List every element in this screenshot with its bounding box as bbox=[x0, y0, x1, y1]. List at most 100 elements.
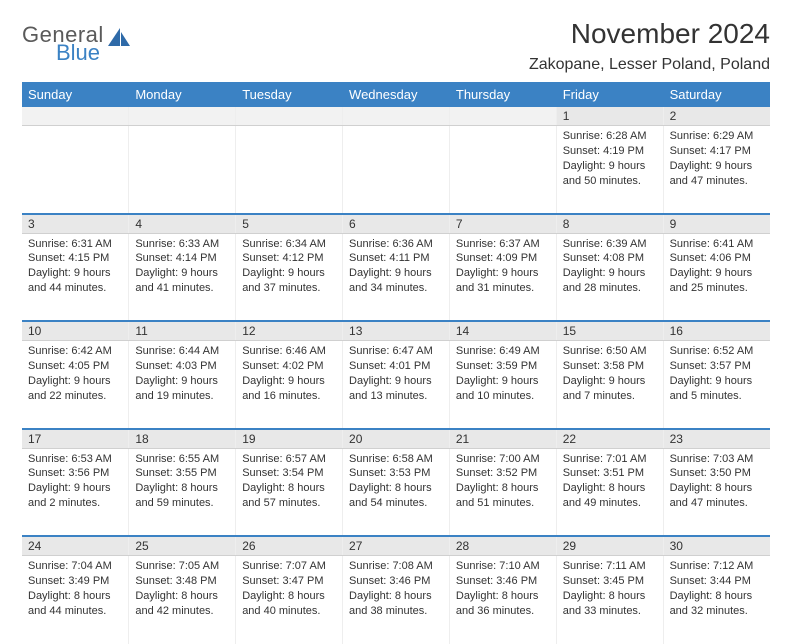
sunset-text: Sunset: 4:05 PM bbox=[28, 359, 122, 374]
daylight-text: Daylight: 8 hours and 44 minutes. bbox=[28, 589, 122, 619]
day-content-row: Sunrise: 6:53 AMSunset: 3:56 PMDaylight:… bbox=[22, 448, 770, 536]
day-cell: Sunrise: 6:50 AMSunset: 3:58 PMDaylight:… bbox=[556, 341, 663, 429]
daylight-text: Daylight: 9 hours and 34 minutes. bbox=[349, 266, 443, 296]
day-number-cell: 16 bbox=[663, 321, 770, 341]
sunset-text: Sunset: 3:54 PM bbox=[242, 466, 336, 481]
day-cell: Sunrise: 6:58 AMSunset: 3:53 PMDaylight:… bbox=[343, 448, 450, 536]
calendar-table: Sunday Monday Tuesday Wednesday Thursday… bbox=[22, 82, 770, 644]
daylight-text: Daylight: 9 hours and 13 minutes. bbox=[349, 374, 443, 404]
sunset-text: Sunset: 3:56 PM bbox=[28, 466, 122, 481]
day-number-cell: 24 bbox=[22, 536, 129, 556]
weekday-header: Sunday bbox=[22, 82, 129, 107]
daylight-text: Daylight: 8 hours and 51 minutes. bbox=[456, 481, 550, 511]
day-number-cell: 28 bbox=[449, 536, 556, 556]
sunset-text: Sunset: 3:49 PM bbox=[28, 574, 122, 589]
sunrise-text: Sunrise: 6:50 AM bbox=[563, 344, 657, 359]
daylight-text: Daylight: 9 hours and 5 minutes. bbox=[670, 374, 764, 404]
sunset-text: Sunset: 4:01 PM bbox=[349, 359, 443, 374]
day-cell: Sunrise: 6:46 AMSunset: 4:02 PMDaylight:… bbox=[236, 341, 343, 429]
sunrise-text: Sunrise: 6:57 AM bbox=[242, 452, 336, 467]
daylight-text: Daylight: 8 hours and 36 minutes. bbox=[456, 589, 550, 619]
sunset-text: Sunset: 3:57 PM bbox=[670, 359, 764, 374]
day-content-row: Sunrise: 6:42 AMSunset: 4:05 PMDaylight:… bbox=[22, 341, 770, 429]
day-number-cell: 23 bbox=[663, 429, 770, 449]
title-block: November 2024 Zakopane, Lesser Poland, P… bbox=[529, 18, 770, 74]
sunset-text: Sunset: 3:53 PM bbox=[349, 466, 443, 481]
sunrise-text: Sunrise: 6:28 AM bbox=[563, 129, 657, 144]
sunrise-text: Sunrise: 6:29 AM bbox=[670, 129, 764, 144]
day-cell bbox=[449, 126, 556, 214]
day-content-row: Sunrise: 7:04 AMSunset: 3:49 PMDaylight:… bbox=[22, 556, 770, 644]
day-cell: Sunrise: 7:05 AMSunset: 3:48 PMDaylight:… bbox=[129, 556, 236, 644]
daylight-text: Daylight: 9 hours and 19 minutes. bbox=[135, 374, 229, 404]
day-cell: Sunrise: 7:07 AMSunset: 3:47 PMDaylight:… bbox=[236, 556, 343, 644]
sunset-text: Sunset: 3:50 PM bbox=[670, 466, 764, 481]
sunset-text: Sunset: 3:46 PM bbox=[456, 574, 550, 589]
daylight-text: Daylight: 9 hours and 47 minutes. bbox=[670, 159, 764, 189]
daylight-text: Daylight: 9 hours and 7 minutes. bbox=[563, 374, 657, 404]
sunset-text: Sunset: 3:51 PM bbox=[563, 466, 657, 481]
day-cell: Sunrise: 6:52 AMSunset: 3:57 PMDaylight:… bbox=[663, 341, 770, 429]
day-number-row: 10111213141516 bbox=[22, 321, 770, 341]
sunrise-text: Sunrise: 7:07 AM bbox=[242, 559, 336, 574]
weekday-header: Wednesday bbox=[343, 82, 450, 107]
day-number-cell: 5 bbox=[236, 214, 343, 234]
sunset-text: Sunset: 4:19 PM bbox=[563, 144, 657, 159]
sunset-text: Sunset: 4:15 PM bbox=[28, 251, 122, 266]
daylight-text: Daylight: 9 hours and 25 minutes. bbox=[670, 266, 764, 296]
day-number-cell bbox=[449, 107, 556, 126]
sunset-text: Sunset: 3:58 PM bbox=[563, 359, 657, 374]
day-cell: Sunrise: 7:11 AMSunset: 3:45 PMDaylight:… bbox=[556, 556, 663, 644]
day-number-cell: 29 bbox=[556, 536, 663, 556]
sunrise-text: Sunrise: 7:03 AM bbox=[670, 452, 764, 467]
month-title: November 2024 bbox=[529, 18, 770, 50]
day-cell: Sunrise: 7:10 AMSunset: 3:46 PMDaylight:… bbox=[449, 556, 556, 644]
weekday-header-row: Sunday Monday Tuesday Wednesday Thursday… bbox=[22, 82, 770, 107]
sunrise-text: Sunrise: 7:01 AM bbox=[563, 452, 657, 467]
sunrise-text: Sunrise: 7:08 AM bbox=[349, 559, 443, 574]
day-number-cell: 17 bbox=[22, 429, 129, 449]
sunrise-text: Sunrise: 6:36 AM bbox=[349, 237, 443, 252]
day-cell bbox=[22, 126, 129, 214]
sunset-text: Sunset: 3:46 PM bbox=[349, 574, 443, 589]
logo: General Blue bbox=[22, 18, 132, 64]
sunset-text: Sunset: 4:09 PM bbox=[456, 251, 550, 266]
daylight-text: Daylight: 8 hours and 54 minutes. bbox=[349, 481, 443, 511]
sunrise-text: Sunrise: 6:49 AM bbox=[456, 344, 550, 359]
sunrise-text: Sunrise: 6:58 AM bbox=[349, 452, 443, 467]
day-number-cell: 20 bbox=[343, 429, 450, 449]
daylight-text: Daylight: 9 hours and 28 minutes. bbox=[563, 266, 657, 296]
day-number-cell: 25 bbox=[129, 536, 236, 556]
sunset-text: Sunset: 4:02 PM bbox=[242, 359, 336, 374]
weekday-header: Saturday bbox=[663, 82, 770, 107]
day-cell: Sunrise: 6:53 AMSunset: 3:56 PMDaylight:… bbox=[22, 448, 129, 536]
day-cell: Sunrise: 6:29 AMSunset: 4:17 PMDaylight:… bbox=[663, 126, 770, 214]
day-number-cell: 2 bbox=[663, 107, 770, 126]
sunrise-text: Sunrise: 6:37 AM bbox=[456, 237, 550, 252]
day-number-cell: 7 bbox=[449, 214, 556, 234]
location: Zakopane, Lesser Poland, Poland bbox=[529, 56, 770, 74]
day-number-row: 17181920212223 bbox=[22, 429, 770, 449]
weekday-header: Tuesday bbox=[236, 82, 343, 107]
day-cell: Sunrise: 6:49 AMSunset: 3:59 PMDaylight:… bbox=[449, 341, 556, 429]
day-cell: Sunrise: 7:12 AMSunset: 3:44 PMDaylight:… bbox=[663, 556, 770, 644]
day-cell: Sunrise: 7:00 AMSunset: 3:52 PMDaylight:… bbox=[449, 448, 556, 536]
day-number-cell: 13 bbox=[343, 321, 450, 341]
day-number-cell: 27 bbox=[343, 536, 450, 556]
day-cell: Sunrise: 7:03 AMSunset: 3:50 PMDaylight:… bbox=[663, 448, 770, 536]
sunset-text: Sunset: 4:17 PM bbox=[670, 144, 764, 159]
sunrise-text: Sunrise: 6:33 AM bbox=[135, 237, 229, 252]
sail-icon bbox=[108, 28, 132, 53]
day-content-row: Sunrise: 6:31 AMSunset: 4:15 PMDaylight:… bbox=[22, 233, 770, 321]
day-cell: Sunrise: 6:57 AMSunset: 3:54 PMDaylight:… bbox=[236, 448, 343, 536]
day-number-cell: 12 bbox=[236, 321, 343, 341]
day-number-cell: 21 bbox=[449, 429, 556, 449]
daylight-text: Daylight: 8 hours and 40 minutes. bbox=[242, 589, 336, 619]
sunrise-text: Sunrise: 6:44 AM bbox=[135, 344, 229, 359]
sunset-text: Sunset: 4:14 PM bbox=[135, 251, 229, 266]
sunrise-text: Sunrise: 7:00 AM bbox=[456, 452, 550, 467]
day-cell: Sunrise: 6:33 AMSunset: 4:14 PMDaylight:… bbox=[129, 233, 236, 321]
daylight-text: Daylight: 8 hours and 59 minutes. bbox=[135, 481, 229, 511]
day-cell: Sunrise: 7:04 AMSunset: 3:49 PMDaylight:… bbox=[22, 556, 129, 644]
daylight-text: Daylight: 8 hours and 57 minutes. bbox=[242, 481, 336, 511]
